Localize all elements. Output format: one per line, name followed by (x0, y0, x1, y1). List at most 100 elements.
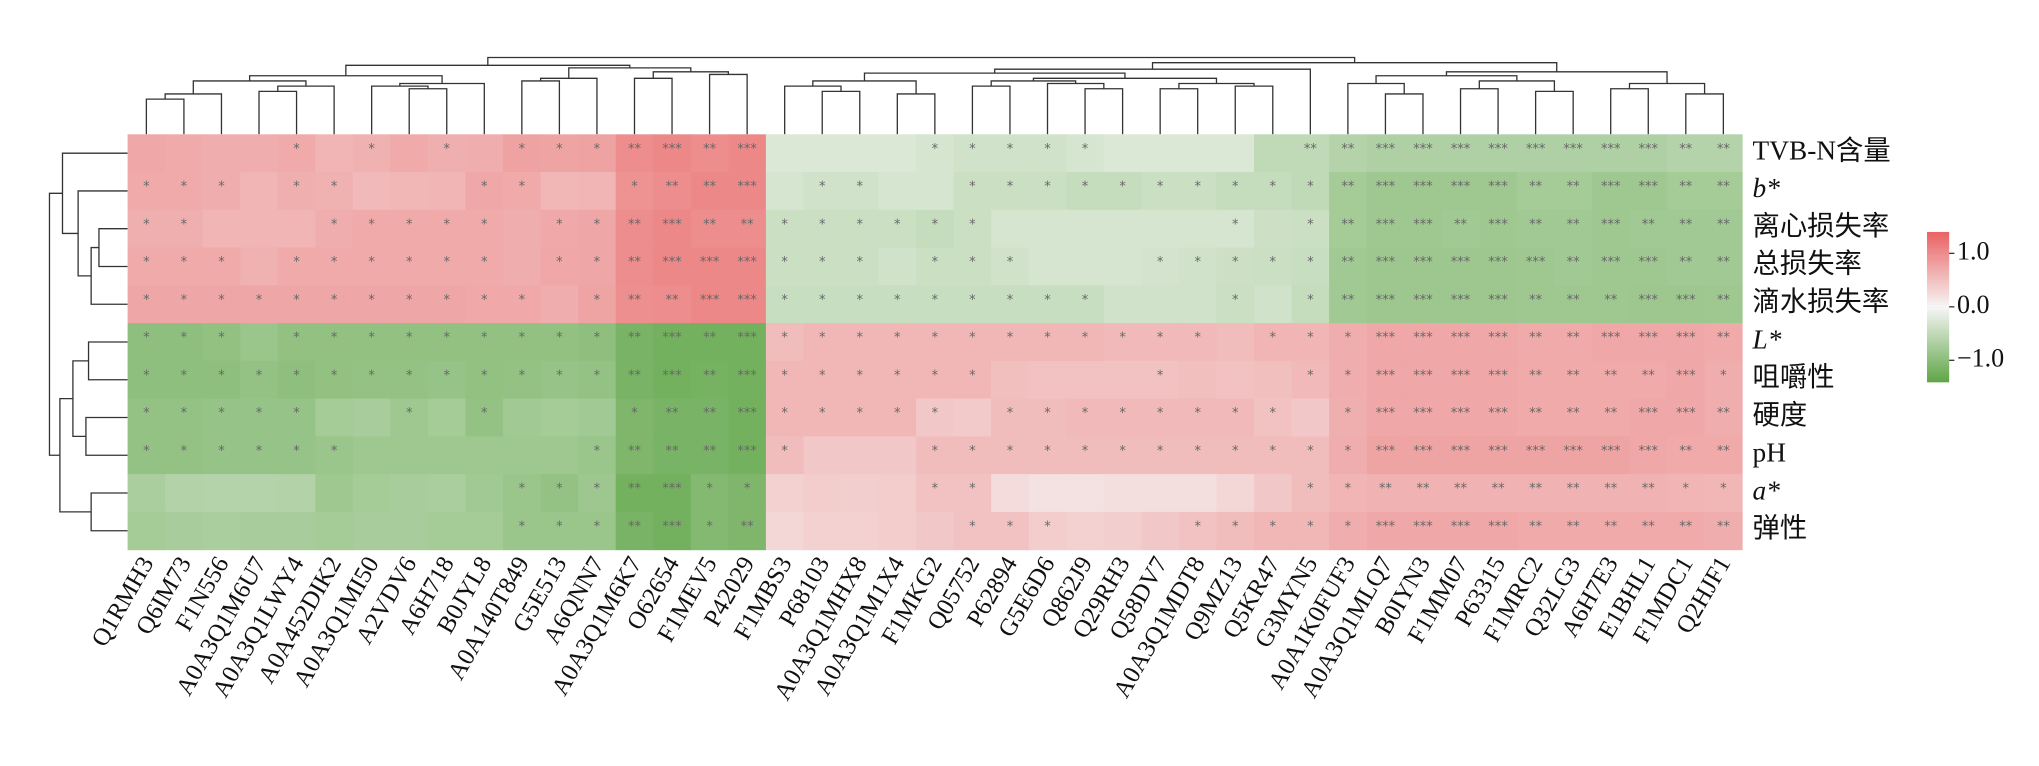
significance-label: * (969, 368, 976, 383)
significance-label: ** (1341, 217, 1355, 232)
cell (1629, 323, 1668, 362)
significance-label: * (1307, 217, 1314, 232)
significance-label: * (293, 142, 300, 157)
cell (165, 285, 204, 324)
cell (240, 474, 279, 513)
significance-label: ** (1379, 482, 1393, 497)
cell (1066, 209, 1105, 249)
dendrogram-branch (1478, 80, 1556, 92)
significance-label: * (631, 406, 638, 421)
cell (728, 398, 767, 437)
cell (465, 209, 504, 249)
cell (1103, 172, 1142, 211)
dendrogram-branch (1685, 93, 1725, 135)
cell (991, 398, 1030, 437)
significance-label: * (181, 406, 188, 421)
cell (803, 360, 842, 400)
cell (390, 436, 429, 475)
cell (578, 511, 617, 551)
significance-label: * (181, 331, 188, 346)
significance-label: * (1007, 519, 1014, 534)
significance-label: * (894, 331, 901, 346)
significance-label: ** (703, 331, 717, 346)
significance-label: * (1082, 331, 1089, 346)
cell (1066, 134, 1105, 173)
significance-label: * (143, 331, 150, 346)
cell (1066, 474, 1105, 513)
significance-label: * (143, 444, 150, 459)
cell (277, 511, 316, 551)
significance-label: *** (1488, 142, 1508, 157)
significance-label: * (218, 293, 225, 308)
cell (803, 474, 842, 513)
colorbar-swatch (1927, 339, 1950, 343)
significance-label: * (1119, 331, 1126, 346)
significance-label: *** (1451, 293, 1471, 308)
cell (202, 172, 241, 211)
significance-label: ** (1604, 368, 1618, 383)
cell (615, 474, 654, 513)
dendrogram-branch (1375, 75, 1518, 84)
cell (165, 134, 204, 173)
significance-label: * (1270, 180, 1277, 195)
cell (1254, 134, 1293, 173)
cell (1141, 209, 1180, 249)
significance-label: * (331, 217, 338, 232)
colorbar-swatch (1927, 369, 1950, 373)
dendrogram-branch (633, 77, 673, 135)
significance-label: *** (1376, 519, 1396, 534)
cell (202, 134, 241, 173)
significance-label: *** (1413, 180, 1433, 195)
cell (465, 134, 504, 173)
dendrogram-branch (399, 82, 485, 135)
colorbar-swatch (1927, 276, 1950, 281)
significance-label: ** (1341, 293, 1355, 308)
colorbar-tick-label: 1.0 (1957, 236, 1990, 265)
cell (1216, 474, 1255, 513)
significance-label: ** (1529, 368, 1543, 383)
colorbar-swatch (1927, 354, 1950, 358)
significance-label: * (1082, 142, 1089, 157)
cell (1103, 285, 1142, 324)
cell (1704, 247, 1743, 286)
cell (427, 323, 467, 362)
cell (1516, 436, 1555, 475)
significance-label: *** (1488, 368, 1508, 383)
cell (202, 323, 241, 362)
cell (503, 511, 542, 551)
cell (1028, 436, 1067, 475)
cell (1516, 474, 1555, 513)
row-label: L* (1752, 324, 1782, 354)
colorbar-swatch (1927, 274, 1950, 278)
cell (1404, 360, 1443, 400)
cell (165, 247, 204, 286)
significance-label: *** (662, 482, 682, 497)
significance-label: * (932, 142, 939, 157)
significance-label: * (1232, 217, 1239, 232)
significance-label: *** (1601, 255, 1621, 270)
cell (427, 360, 467, 400)
cell (202, 285, 241, 324)
cell (840, 323, 880, 362)
cell (503, 134, 542, 173)
significance-label: * (781, 444, 788, 459)
significance-label: * (481, 406, 488, 421)
cell (1291, 172, 1330, 211)
colorbar-swatch (1927, 254, 1950, 258)
significance-label: ** (1567, 331, 1581, 346)
cell (1329, 247, 1368, 286)
significance-label: *** (737, 368, 757, 383)
significance-label: *** (1376, 142, 1396, 157)
dendrogram-branch (248, 75, 443, 84)
significance-label: * (331, 444, 338, 459)
significance-label: ** (703, 406, 717, 421)
cell (1404, 511, 1443, 551)
cell (1366, 474, 1405, 513)
colorbar-swatch (1927, 244, 1950, 248)
dendrogram-branch (345, 64, 631, 76)
significance-label: ** (1492, 482, 1506, 497)
cell (540, 398, 579, 437)
significance-label: * (1007, 293, 1014, 308)
cell (1441, 474, 1480, 513)
significance-label: *** (737, 180, 757, 195)
